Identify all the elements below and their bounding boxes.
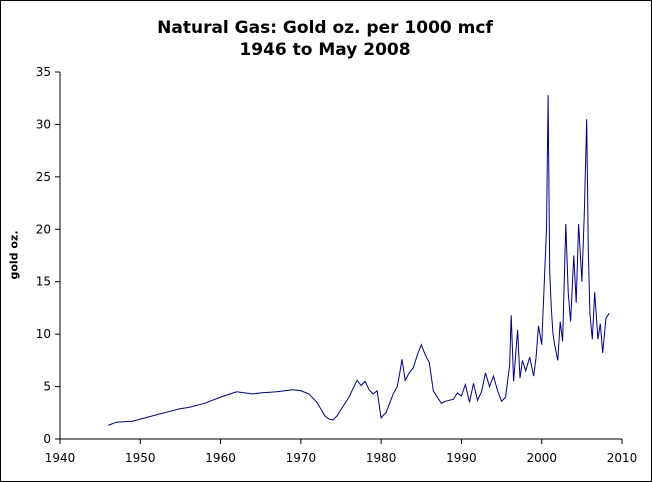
y-tick-label: 35 (36, 65, 51, 79)
x-tick-label: 1950 (125, 451, 156, 465)
x-tick-label: 1960 (205, 451, 236, 465)
y-tick-label: 5 (43, 380, 51, 394)
y-tick-label: 0 (43, 432, 51, 446)
plot-area (108, 95, 610, 426)
y-tick-label: 15 (36, 275, 51, 289)
axes: 0 5 10 15 20 25 30 35 1940 1950 1960 1970 1980 1990 20… (36, 65, 638, 465)
y-tick-label: 25 (36, 170, 51, 184)
x-tick-label: 2010 (607, 451, 638, 465)
x-tick-label: 1990 (446, 451, 477, 465)
chart-title: Natural Gas: Gold oz. per 1000 mcf (157, 18, 493, 38)
x-tick-label: 2000 (526, 451, 557, 465)
series-line (108, 95, 610, 426)
chart-subtitle: 1946 to May 2008 (239, 40, 411, 60)
y-tick-label: 30 (36, 117, 51, 131)
x-tick-label: 1940 (45, 451, 76, 465)
y-tick-label: 20 (36, 222, 51, 236)
x-tick-label: 1980 (366, 451, 397, 465)
y-tick-label: 10 (36, 327, 51, 341)
x-tick-label: 1970 (286, 451, 317, 465)
